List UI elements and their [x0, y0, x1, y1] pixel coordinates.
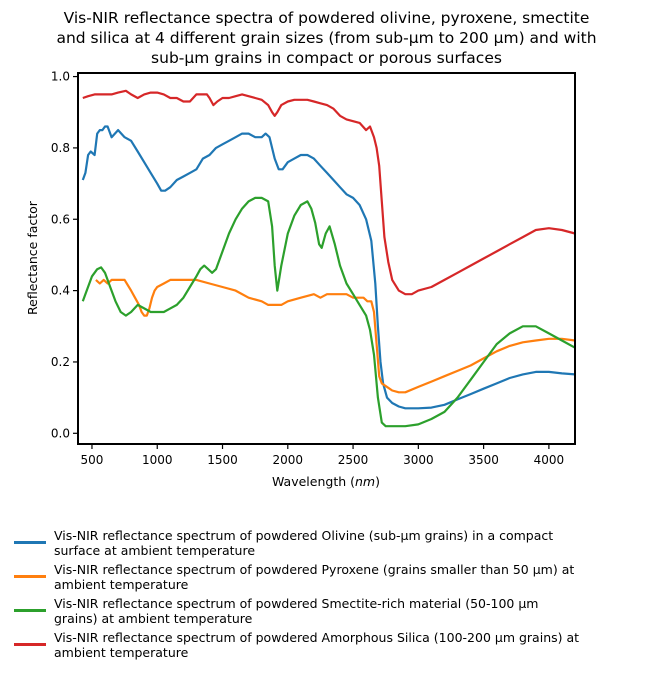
x-tick-label: 3000	[403, 453, 434, 467]
chart-title-line: and silica at 4 different grain sizes (f…	[56, 29, 597, 47]
legend-item-silica: Vis-NIR reflectance spectrum of powdered…	[12, 630, 652, 660]
x-axis-label: Wavelength (nm)	[272, 474, 380, 489]
series-line-1	[95, 278, 576, 394]
legend-swatch-silica	[14, 643, 46, 646]
legend-label: Vis-NIR reflectance spectrum of powdered…	[54, 630, 580, 645]
y-tick-label: 0.6	[51, 212, 70, 226]
chart-title-line: Vis-NIR reflectance spectra of powdered …	[63, 9, 590, 27]
series-layer	[81, 89, 576, 428]
legend: Vis-NIR reflectance spectrum of powdered…	[12, 528, 652, 664]
x-tick-label: 3500	[468, 453, 499, 467]
series-line-0	[81, 125, 576, 410]
legend-item-smectite: Vis-NIR reflectance spectrum of powdered…	[12, 596, 652, 626]
x-tick-label: 4000	[534, 453, 565, 467]
legend-label: ambient temperature	[54, 645, 189, 660]
legend-item-pyroxene: Vis-NIR reflectance spectrum of powdered…	[12, 562, 652, 592]
plot-area: 500 1000 1500 2000 2500 3000 3500 4000 0.00.20.…	[25, 70, 576, 489]
x-tick-label: 1000	[142, 453, 173, 467]
axes-frame	[77, 72, 576, 445]
series-line-2	[81, 196, 576, 428]
legend-label: Vis-NIR reflectance spectrum of powdered…	[54, 596, 539, 611]
x-tick-label: 500	[81, 453, 104, 467]
series-line-3	[82, 89, 576, 296]
legend-swatch-pyroxene	[14, 575, 46, 578]
y-tick-label: 0.2	[51, 355, 70, 369]
legend-label: surface at ambient temperature	[54, 543, 256, 558]
y-axis-ticks: 0.0 0.2 0.4 0.6 0.8 1.0	[51, 70, 78, 440]
x-tick-label: 2500	[338, 453, 369, 467]
x-tick-label: 2000	[273, 453, 304, 467]
x-tick-label: 1500	[207, 453, 238, 467]
chart-title: Vis-NIR reflectance spectra of powdered …	[0, 8, 653, 68]
legend-swatch-olivine	[14, 541, 46, 544]
x-axis-ticks: 500 1000 1500 2000 2500 3000 3500 4000	[81, 444, 565, 467]
chart-title-line: sub-µm grains in compact or porous surfa…	[151, 49, 502, 67]
legend-swatch-smectite	[14, 609, 46, 612]
legend-label: ambient temperature	[54, 577, 189, 592]
legend-item-olivine: Vis-NIR reflectance spectrum of powdered…	[12, 528, 652, 558]
legend-label: grains) at ambient temperature	[54, 611, 253, 626]
legend-label: Vis-NIR reflectance spectrum of powdered…	[54, 528, 554, 543]
y-axis-label: Reflectance factor	[25, 200, 40, 315]
y-tick-label: 0.8	[51, 141, 70, 155]
legend-label: Vis-NIR reflectance spectrum of powdered…	[54, 562, 575, 577]
y-tick-label: 0.4	[51, 284, 70, 298]
y-tick-label: 0.0	[51, 426, 70, 440]
y-tick-label: 1.0	[51, 70, 70, 84]
